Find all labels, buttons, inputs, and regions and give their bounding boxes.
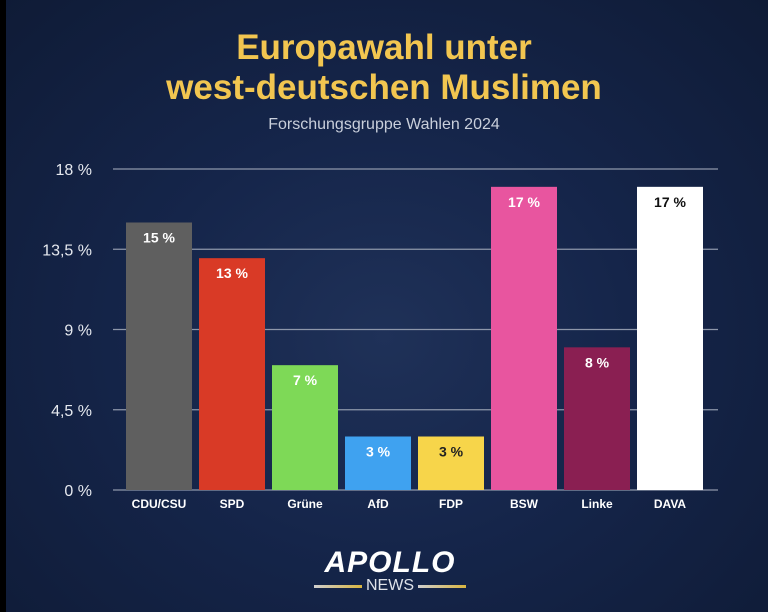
data-label: 3 % bbox=[439, 444, 464, 460]
data-label: 17 % bbox=[508, 194, 540, 210]
y-tick-label: 18 % bbox=[56, 162, 92, 179]
bar-bsw bbox=[491, 186, 557, 491]
x-tick-label: DAVA bbox=[654, 497, 687, 511]
bar-spd bbox=[199, 258, 265, 490]
bar-cdu-csu bbox=[126, 222, 192, 490]
x-tick-label: AfD bbox=[367, 497, 389, 511]
data-label: 13 % bbox=[216, 265, 248, 281]
x-tick-label: FDP bbox=[439, 497, 463, 511]
bar-afd bbox=[345, 436, 411, 490]
data-label: 7 % bbox=[293, 372, 318, 388]
chart-subtitle: Forschungsgruppe Wahlen 2024 bbox=[268, 116, 500, 133]
x-tick-label: BSW bbox=[510, 497, 539, 511]
logo-main: APOLLO bbox=[324, 546, 456, 579]
bar-dava bbox=[637, 186, 703, 491]
left-border bbox=[0, 0, 6, 612]
data-label: 8 % bbox=[585, 354, 610, 370]
data-label: 17 % bbox=[654, 194, 686, 210]
bar-linke bbox=[564, 347, 630, 490]
bar-gr-ne bbox=[272, 365, 338, 490]
bar-fdp bbox=[418, 436, 484, 490]
y-tick-label: 9 % bbox=[64, 323, 92, 340]
x-tick-label: SPD bbox=[220, 497, 245, 511]
y-tick-label: 4,5 % bbox=[51, 403, 92, 420]
x-tick-label: Linke bbox=[581, 497, 613, 511]
y-tick-label: 0 % bbox=[64, 483, 92, 500]
x-tick-label: Grüne bbox=[287, 497, 323, 511]
data-label: 15 % bbox=[143, 230, 175, 246]
y-tick-label: 13,5 % bbox=[42, 242, 92, 259]
data-label: 3 % bbox=[366, 444, 391, 460]
apollo-news-logo: APOLLO NEWS bbox=[300, 548, 480, 594]
x-tick-label: CDU/CSU bbox=[132, 497, 187, 511]
chart-title-line2: west-deutschen Muslimen bbox=[166, 68, 602, 107]
logo-sub: NEWS bbox=[366, 577, 414, 594]
chart-title-line1: Europawahl unter bbox=[236, 28, 532, 67]
